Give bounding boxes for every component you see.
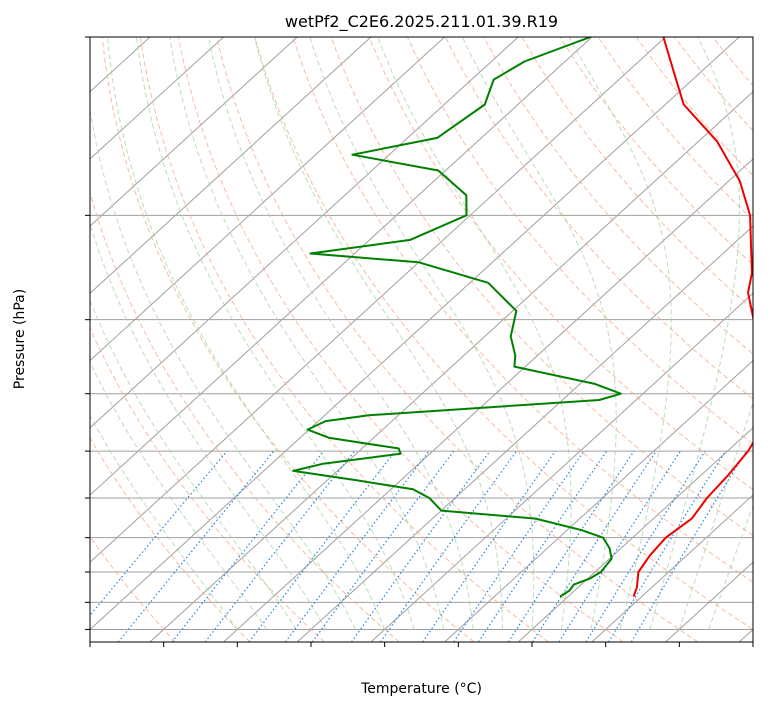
- moist-adiabat: [569, 37, 671, 629]
- isotherm-line: [739, 37, 775, 642]
- moist-adiabat: [310, 37, 534, 629]
- mixing-ratio-line: [454, 451, 584, 642]
- moist-adiabat: [82, 37, 355, 629]
- mixing-ratio-line: [249, 451, 395, 642]
- moist-adiabat: [18, 37, 267, 629]
- isotherm-line: [0, 37, 518, 642]
- mixing-ratio-line: [352, 451, 491, 642]
- moist-adiabat: [462, 37, 616, 629]
- mixing-ratio-line: [172, 451, 324, 642]
- isotherm-line: [224, 37, 775, 642]
- x-axis-label: Temperature (°C): [360, 681, 482, 697]
- mixing-ratio-line: [118, 451, 273, 642]
- moist-adiabat: [170, 37, 444, 629]
- moist-adiabat: [137, 37, 415, 629]
- moist-adiabat: [378, 37, 571, 629]
- mixing-ratio-line: [559, 451, 680, 642]
- mixing-ratio-line: [312, 451, 454, 642]
- isotherm-line: [0, 37, 224, 642]
- y-axis-label: Pressure (hPa): [12, 289, 28, 389]
- dry-adiabat: [407, 37, 775, 642]
- moist-adiabat: [254, 37, 502, 629]
- dry-adiabat: [255, 37, 773, 642]
- dry-adiabat: [713, 37, 775, 642]
- dry-adiabat: [751, 37, 775, 642]
- temperature-profile: [634, 37, 773, 597]
- mixing-ratio-line: [423, 451, 556, 642]
- dewpoint-profile: [293, 37, 621, 597]
- moist-adiabat: [38, 37, 297, 629]
- axes: [85, 37, 753, 647]
- isotherm-line: [0, 37, 371, 642]
- isotherm-line: [0, 37, 445, 642]
- dry-adiabat: [0, 37, 250, 642]
- chart-title: wetPf2_C2E6.2025.211.01.39.R19: [285, 12, 558, 32]
- moist-adiabat: [108, 37, 385, 629]
- dry-adiabat: [178, 37, 623, 642]
- isotherm-line: [3, 37, 666, 642]
- isotherm-line: [0, 37, 3, 642]
- mixing-ratio-line: [479, 451, 607, 642]
- mixing-ratio-line: [205, 451, 354, 642]
- dry-adiabat: [217, 37, 698, 642]
- dry-adiabat: [64, 37, 399, 642]
- moist-adiabat: [0, 37, 237, 629]
- isotherm-line: [297, 37, 775, 642]
- isotherm-line: [0, 37, 592, 642]
- mixing-ratio-line: [609, 451, 726, 642]
- mixing-ratio-line: [586, 451, 705, 642]
- isotherm-line: [76, 37, 739, 642]
- mixing-ratio-line: [68, 451, 227, 642]
- background-lines: [0, 37, 775, 642]
- dry-adiabat: [560, 37, 775, 642]
- isotherm-line: [592, 37, 775, 642]
- dry-adiabat: [598, 37, 775, 642]
- moist-adiabat: [709, 37, 775, 629]
